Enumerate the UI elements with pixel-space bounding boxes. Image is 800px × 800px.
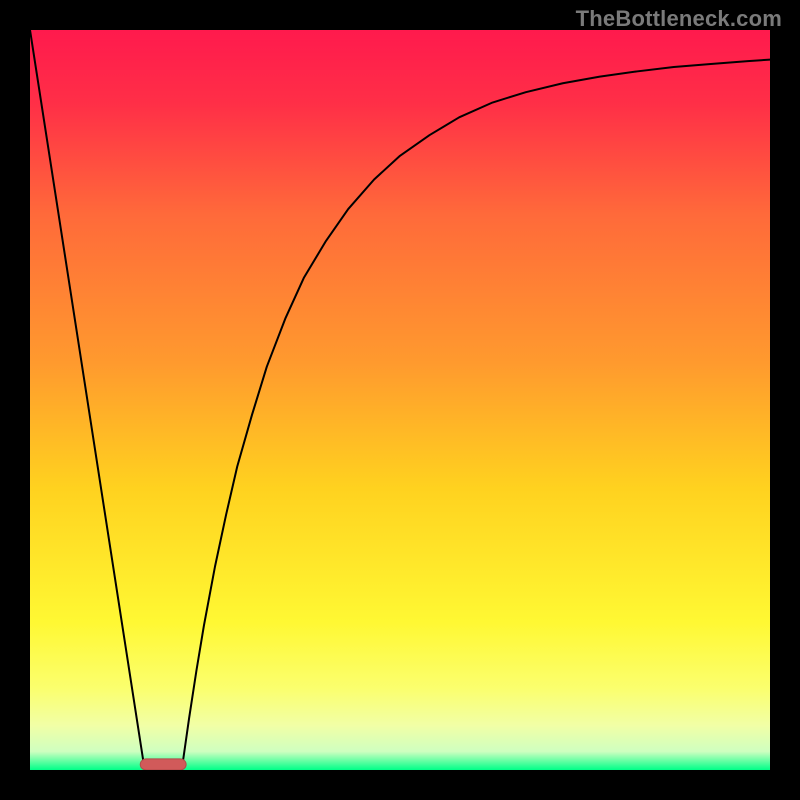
plot-area [30, 30, 770, 770]
min-marker-pill [140, 759, 186, 770]
gradient-background [30, 30, 770, 770]
watermark-text: TheBottleneck.com [576, 6, 782, 32]
min-marker [140, 759, 186, 770]
plot-svg [30, 30, 770, 770]
chart-container: TheBottleneck.com [0, 0, 800, 800]
